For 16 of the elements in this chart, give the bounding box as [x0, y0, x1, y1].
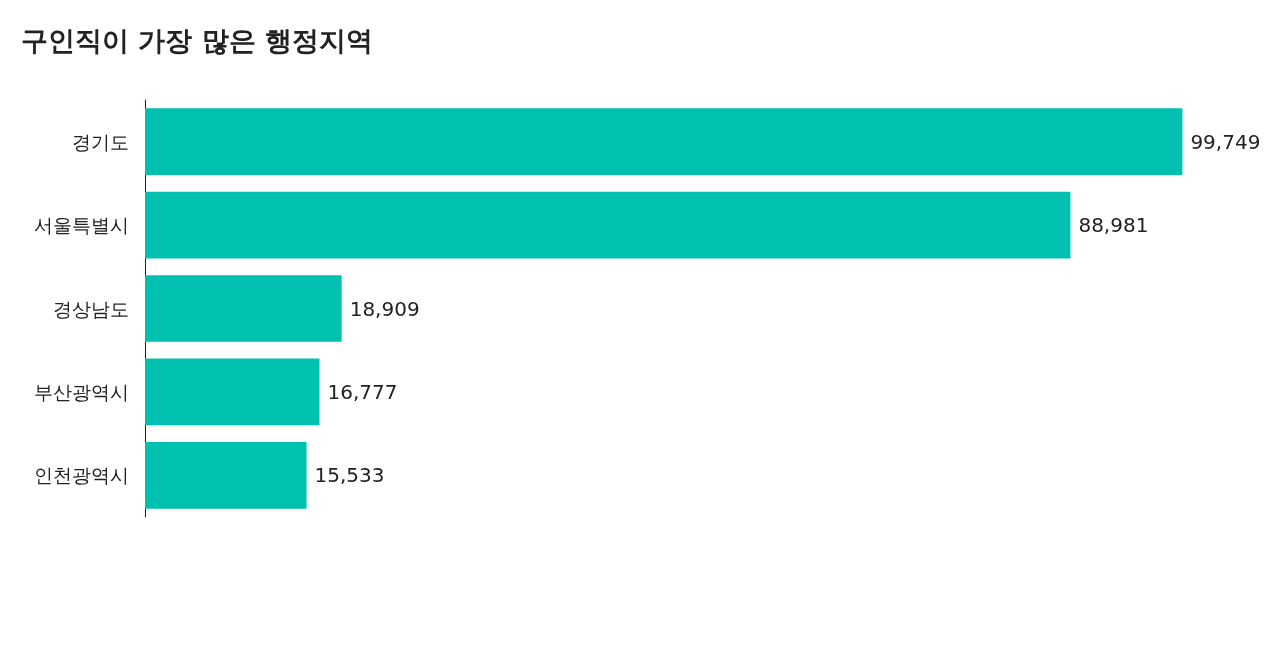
y-tick-label: 부산광역시 [34, 380, 129, 403]
y-tick-label: 경상남도 [53, 297, 129, 320]
bar [145, 275, 342, 342]
data-label: 16,777 [327, 379, 398, 404]
data-label: 18,909 [349, 296, 420, 321]
y-tick-label: 경기도 [72, 130, 129, 153]
bar [145, 191, 1071, 259]
bar [145, 108, 1183, 176]
data-label: 99,749 [1190, 129, 1261, 154]
chart-title: 구인직이 가장 많은 행정지역 [21, 25, 374, 56]
data-label: 88,981 [1078, 213, 1149, 238]
bar [145, 358, 320, 426]
y-tick-label: 서울특별시 [34, 214, 129, 237]
data-label: 15,533 [314, 463, 385, 488]
y-tick-label: 인천광역시 [34, 464, 129, 487]
bar [145, 441, 307, 509]
